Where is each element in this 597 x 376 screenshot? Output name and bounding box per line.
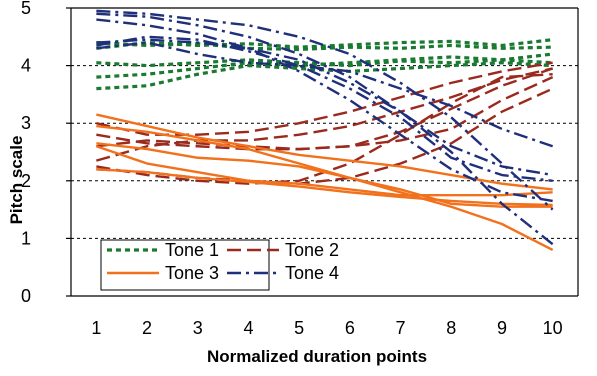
axes: [66, 7, 579, 297]
y-tick-label-1: 1: [21, 228, 31, 248]
tone-2-contour-4: [96, 67, 553, 162]
x-axis-title: Normalized duration points: [207, 347, 427, 366]
tone-4-contour-4: [96, 38, 553, 177]
tone-4-contour-5: [96, 35, 553, 182]
tone-2-legend-label: Tone 2: [285, 240, 339, 260]
x-tick-label-9: 9: [497, 318, 507, 338]
tone-1-legend-label: Tone 1: [165, 240, 219, 260]
x-tick-label-5: 5: [294, 318, 304, 338]
tone-4-contour-6: [96, 41, 554, 148]
tone-3-contour-3: [96, 142, 553, 208]
tone-2-contour-2: [96, 76, 554, 151]
series-lines: [95, 9, 554, 251]
tone-3-contour-2: [96, 124, 554, 251]
x-tick-label-4: 4: [243, 318, 253, 338]
tone-3-legend-label: Tone 3: [165, 263, 219, 283]
tick-labels: 0 1 2 3 4 5 1 2 3 4 5 6 7 8 9 10: [21, 0, 563, 338]
x-tick-label-6: 6: [345, 318, 355, 338]
legend: Tone 1 Tone 2 Tone 3 Tone 4: [100, 239, 339, 291]
y-tick-label-4: 4: [21, 56, 31, 76]
tone-4-contour-1: [96, 9, 554, 211]
x-tick-label-2: 2: [142, 318, 152, 338]
tone-4-contour-2: [96, 12, 554, 246]
tone-1-contour-4: [96, 52, 553, 79]
gridlines: [71, 65, 578, 239]
x-tick-label-1: 1: [91, 318, 101, 338]
tone-2-contour-5: [96, 61, 553, 136]
x-tick-label-8: 8: [446, 318, 456, 338]
tone-2-contour-1: [96, 67, 554, 151]
tone-4-legend-label: Tone 4: [285, 263, 339, 283]
legend-box: [100, 239, 270, 291]
y-tick-label-0: 0: [21, 286, 31, 306]
tone-1-contour-5: [96, 61, 553, 91]
x-tick-label-10: 10: [543, 318, 563, 338]
tone-3-contour-4: [95, 145, 553, 197]
tone-3-contour-5: [96, 168, 553, 207]
y-tick-label-3: 3: [21, 113, 31, 133]
x-tick-label-7: 7: [396, 318, 406, 338]
y-axis-title: Pitch scale: [7, 136, 26, 225]
tone-1-contour-2: [96, 38, 553, 50]
y-tick-label-2: 2: [21, 171, 31, 191]
tone-2-contour-3: [96, 87, 554, 185]
x-tick-label-3: 3: [193, 318, 203, 338]
y-tick-label-5: 5: [21, 0, 31, 18]
